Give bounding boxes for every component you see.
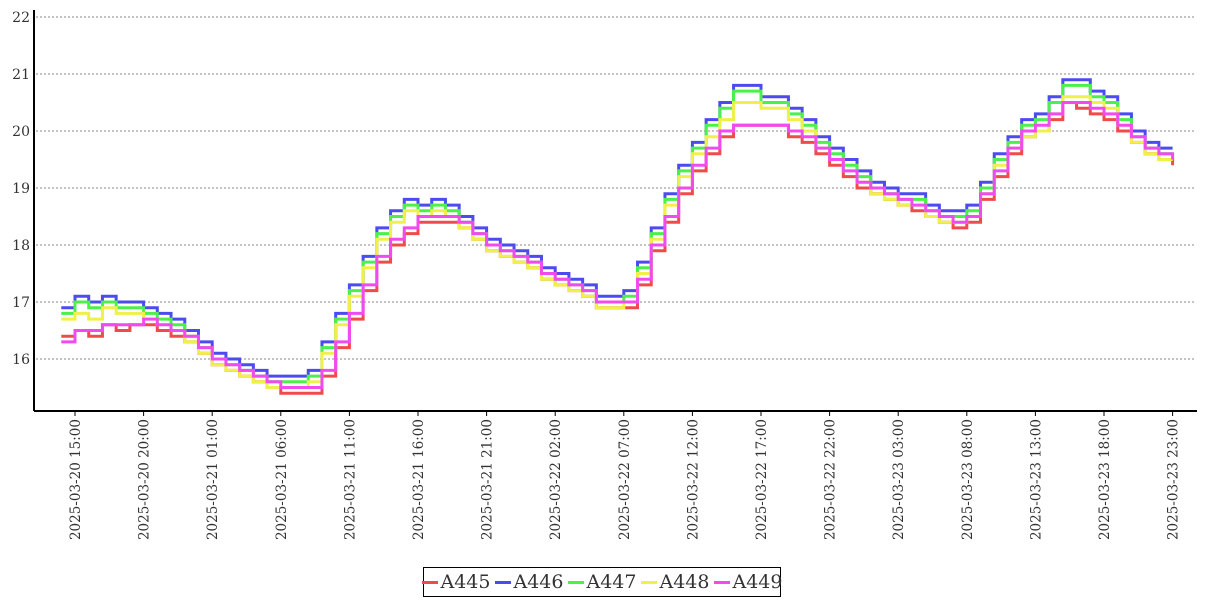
legend-label: A449: [732, 571, 783, 593]
legend-item-a448: A448: [640, 571, 710, 593]
legend: A445 A446 A447 A448 A449: [421, 567, 783, 597]
x-tick-label: 2025-03-22 07:00: [617, 419, 633, 540]
x-tick-label: 2025-03-22 22:00: [823, 419, 839, 540]
x-tick-label: 2025-03-21 11:00: [342, 419, 358, 540]
x-tick-label: 2025-03-21 06:00: [274, 419, 290, 540]
y-tick-label: 16: [12, 352, 30, 368]
legend-label: A448: [659, 571, 710, 593]
legend-swatch: [494, 580, 511, 584]
x-tick-label: 2025-03-21 16:00: [411, 419, 427, 540]
x-tick-label: 2025-03-23 18:00: [1097, 419, 1113, 540]
y-tick-label: 18: [12, 238, 30, 254]
x-tick-label: 2025-03-22 17:00: [754, 419, 770, 540]
legend-label: A447: [586, 571, 637, 593]
x-tick-label: 2025-03-21 21:00: [480, 419, 496, 540]
x-tick-label: 2025-03-22 12:00: [685, 419, 701, 540]
legend-swatch: [640, 580, 657, 584]
legend-label: A445: [440, 571, 491, 593]
series-line-a446: [61, 78, 1173, 378]
series-line-a447: [61, 83, 1173, 384]
y-tick-label: 21: [12, 67, 30, 83]
y-tick-label: 22: [12, 10, 30, 26]
legend-item-a446: A446: [494, 571, 564, 593]
series-line-a449: [61, 101, 1175, 389]
series-line-a445: [61, 101, 1175, 395]
x-tick-label: 2025-03-23 03:00: [891, 419, 907, 540]
legend-swatch: [567, 580, 584, 584]
legend-label: A446: [513, 571, 564, 593]
x-tick-label: 2025-03-23 13:00: [1028, 419, 1044, 540]
y-tick-label: 19: [12, 181, 30, 197]
x-tick-label: 2025-03-23 08:00: [960, 419, 976, 540]
legend-item-a447: A447: [567, 571, 637, 593]
series-line-a448: [61, 95, 1173, 389]
x-tick-label: 2025-03-20 20:00: [137, 419, 153, 540]
x-tick-label: 2025-03-20 15:00: [68, 419, 84, 540]
legend-swatch: [713, 580, 730, 584]
legend-swatch: [421, 580, 438, 584]
legend-item-a449: A449: [713, 571, 783, 593]
x-tick-label: 2025-03-21 01:00: [205, 419, 221, 540]
x-tick-label: 2025-03-22 02:00: [548, 419, 564, 540]
x-tick-label: 2025-03-23 23:00: [1166, 419, 1182, 540]
y-tick-label: 20: [12, 124, 30, 140]
legend-item-a445: A445: [421, 571, 491, 593]
y-tick-label: 17: [12, 295, 30, 311]
